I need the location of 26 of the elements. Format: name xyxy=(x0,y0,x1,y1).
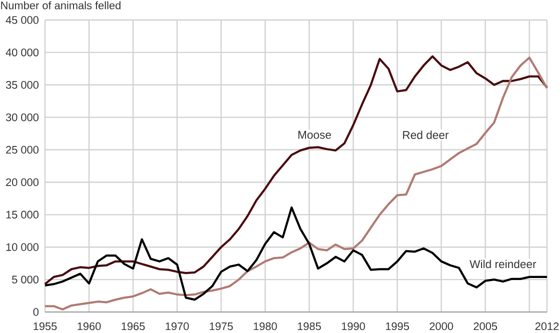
x-tick-label: 1995 xyxy=(386,322,409,330)
y-tick-label: 45 000 xyxy=(6,16,39,24)
x-tick-label: 1955 xyxy=(34,322,57,330)
y-tick-label: 40 000 xyxy=(6,48,39,56)
x-tick-label: 1985 xyxy=(298,322,321,330)
y-axis-title: Number of animals felled xyxy=(1,1,120,10)
x-tick-label: 1970 xyxy=(166,322,189,330)
series-label: Red deer xyxy=(403,130,449,140)
x-tick-label: 1980 xyxy=(254,322,277,330)
x-tick-label: 1990 xyxy=(342,322,365,330)
x-tick-label: 2000 xyxy=(430,322,454,330)
y-tick-label: 35 000 xyxy=(6,81,39,89)
x-tick-label: 1960 xyxy=(78,322,101,330)
y-tick-label: 0 xyxy=(33,308,39,316)
y-tick-label: 5 000 xyxy=(12,276,39,284)
y-tick-label: 10 000 xyxy=(6,243,39,251)
x-tick-label: 2005 xyxy=(474,322,498,330)
y-tick-label: 20 000 xyxy=(6,178,39,186)
x-tick-label: 1965 xyxy=(122,322,145,330)
series-label: Wild reindeer xyxy=(470,260,536,268)
y-tick-label: 15 000 xyxy=(6,210,39,219)
y-tick-label: 25 000 xyxy=(6,146,39,154)
x-tick-label: 1975 xyxy=(210,322,233,330)
y-tick-label: 30 000 xyxy=(6,113,39,122)
x-tick-label: 2012 xyxy=(535,322,559,330)
series-label: Moose xyxy=(298,130,331,139)
